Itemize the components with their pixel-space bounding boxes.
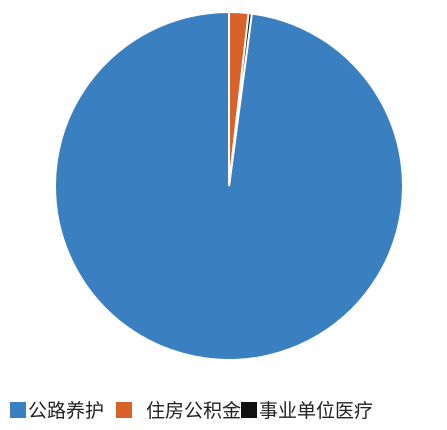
legend-item-road-maintenance: 公路养护 (10, 396, 104, 423)
legend-item-institution-medical: 事业单位医疗 (241, 396, 373, 423)
legend-swatch-road-maintenance (10, 401, 26, 418)
legend: 公路养护 住房公积金 事业单位医疗 (10, 396, 440, 423)
legend-label-institution-medical: 事业单位医疗 (259, 400, 374, 422)
pie-slice-institution-medical (228, 12, 254, 187)
legend-label-road-maintenance: 公路养护 (28, 400, 105, 422)
legend-item-housing-fund: 住房公积金 (116, 396, 241, 423)
pie-chart (54, 10, 404, 360)
legend-swatch-institution-medical (241, 401, 258, 418)
legend-swatch-housing-fund (116, 401, 133, 418)
legend-label-housing-fund: 住房公积金 (146, 400, 242, 422)
